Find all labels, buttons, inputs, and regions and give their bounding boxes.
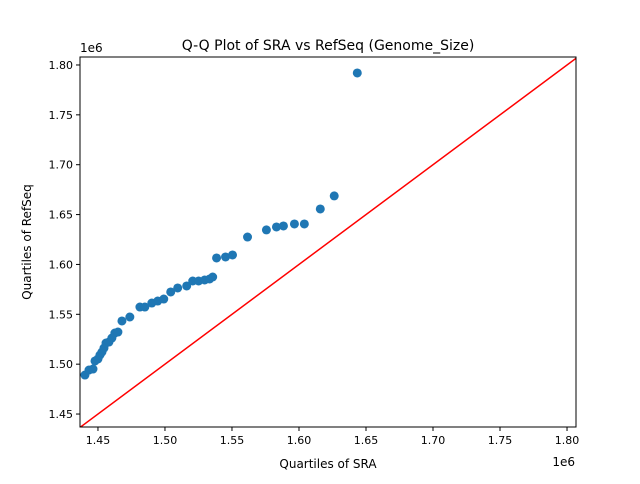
x-tick-label: 1.60 bbox=[287, 434, 312, 447]
data-point bbox=[329, 191, 339, 201]
data-point bbox=[278, 221, 288, 231]
y-tick-label: 1.45 bbox=[49, 408, 74, 421]
x-tick-label: 1.45 bbox=[86, 434, 111, 447]
data-point bbox=[289, 219, 299, 229]
x-tick-label: 1.80 bbox=[555, 434, 580, 447]
data-point bbox=[140, 302, 150, 312]
y-tick-label: 1.80 bbox=[49, 59, 74, 72]
x-offset-label: 1e6 bbox=[552, 455, 575, 469]
data-point bbox=[228, 250, 238, 260]
data-point bbox=[182, 281, 192, 291]
y-tick-label: 1.65 bbox=[49, 209, 74, 222]
x-tick-label: 1.55 bbox=[220, 434, 245, 447]
data-point bbox=[166, 287, 176, 297]
data-point bbox=[212, 253, 222, 263]
data-point bbox=[173, 283, 183, 293]
y-tick-label: 1.60 bbox=[49, 258, 74, 271]
x-tick-label: 1.65 bbox=[354, 434, 379, 447]
reference-line bbox=[80, 57, 576, 427]
data-point bbox=[125, 312, 135, 322]
data-point bbox=[117, 316, 127, 326]
data-point bbox=[88, 364, 98, 374]
data-point bbox=[113, 327, 123, 337]
data-point bbox=[208, 272, 218, 282]
y-tick-label: 1.55 bbox=[49, 308, 74, 321]
data-point bbox=[221, 252, 231, 262]
data-point bbox=[243, 232, 253, 242]
chart-title: Q-Q Plot of SRA vs RefSeq (Genome_Size) bbox=[182, 38, 475, 54]
x-tick-label: 1.70 bbox=[421, 434, 446, 447]
y-tick-label: 1.70 bbox=[49, 159, 74, 172]
x-axis-label: Quartiles of SRA bbox=[279, 457, 377, 471]
x-tick-label: 1.50 bbox=[153, 434, 178, 447]
data-point bbox=[271, 222, 281, 232]
y-tick-label: 1.75 bbox=[49, 109, 74, 122]
data-point bbox=[261, 225, 271, 235]
data-point bbox=[299, 219, 309, 229]
y-tick-label: 1.50 bbox=[49, 358, 74, 371]
plot-frame bbox=[79, 56, 577, 428]
data-point bbox=[315, 204, 325, 214]
data-point bbox=[159, 294, 169, 304]
data-point bbox=[352, 68, 362, 78]
x-tick-label: 1.75 bbox=[488, 434, 513, 447]
y-offset-label: 1e6 bbox=[80, 41, 103, 55]
y-axis-label: Quartiles of RefSeq bbox=[20, 184, 34, 300]
